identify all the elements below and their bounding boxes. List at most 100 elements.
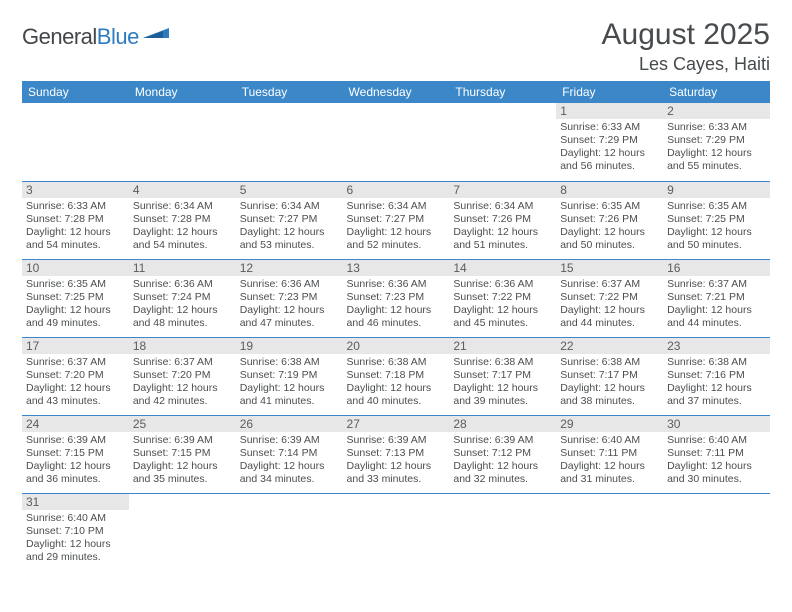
day-cell: 9 Sunrise: 6:35 AMSunset: 7:25 PMDaylight… bbox=[663, 181, 770, 259]
dow-friday: Friday bbox=[556, 81, 663, 103]
calendar-row: 31Sunrise: 6:40 AMSunset: 7:10 PMDayligh… bbox=[22, 493, 770, 571]
day-info: Sunrise: 6:37 AMSunset: 7:21 PMDaylight:… bbox=[667, 278, 766, 331]
day-cell: 30Sunrise: 6:40 AMSunset: 7:11 PMDayligh… bbox=[663, 415, 770, 493]
logo-part2: Blue bbox=[97, 24, 139, 49]
day-number: 4 bbox=[129, 182, 236, 198]
calendar-row: 17 Sunrise: 6:37 AMSunset: 7:20 PMDayligh… bbox=[22, 337, 770, 415]
day-info: Sunrise: 6:38 AMSunset: 7:17 PMDaylight:… bbox=[560, 356, 659, 409]
day-cell: 25 Sunrise: 6:39 AMSunset: 7:15 PMDayligh… bbox=[129, 415, 236, 493]
day-info: Sunrise: 6:38 AMSunset: 7:17 PMDaylight:… bbox=[453, 356, 552, 409]
day-cell: 22 Sunrise: 6:38 AMSunset: 7:17 PMDayligh… bbox=[556, 337, 663, 415]
day-cell: 20 Sunrise: 6:38 AMSunset: 7:18 PMDayligh… bbox=[343, 337, 450, 415]
day-cell: 21 Sunrise: 6:38 AMSunset: 7:17 PMDayligh… bbox=[449, 337, 556, 415]
empty-cell bbox=[663, 493, 770, 571]
day-number: 24 bbox=[22, 416, 129, 432]
day-cell: 3Sunrise: 6:33 AMSunset: 7:28 PMDaylight… bbox=[22, 181, 129, 259]
day-cell: 17 Sunrise: 6:37 AMSunset: 7:20 PMDayligh… bbox=[22, 337, 129, 415]
day-cell: 26Sunrise: 6:39 AMSunset: 7:14 PMDayligh… bbox=[236, 415, 343, 493]
day-number: 31 bbox=[22, 494, 129, 510]
day-info: Sunrise: 6:38 AMSunset: 7:16 PMDaylight:… bbox=[667, 356, 766, 409]
day-info: Sunrise: 6:37 AMSunset: 7:22 PMDaylight:… bbox=[560, 278, 659, 331]
day-info: Sunrise: 6:34 AMSunset: 7:27 PMDaylight:… bbox=[347, 200, 446, 253]
title-block: August 2025 Les Cayes, Haiti bbox=[602, 18, 770, 75]
day-info: Sunrise: 6:36 AMSunset: 7:23 PMDaylight:… bbox=[240, 278, 339, 331]
empty-cell bbox=[343, 103, 450, 181]
day-number: 8 bbox=[556, 182, 663, 198]
day-number: 16 bbox=[663, 260, 770, 276]
calendar-row: 3Sunrise: 6:33 AMSunset: 7:28 PMDaylight… bbox=[22, 181, 770, 259]
day-info: Sunrise: 6:33 AMSunset: 7:29 PMDaylight:… bbox=[560, 121, 659, 174]
day-number: 11 bbox=[129, 260, 236, 276]
dow-sunday: Sunday bbox=[22, 81, 129, 103]
day-number: 21 bbox=[449, 338, 556, 354]
day-number: 25 bbox=[129, 416, 236, 432]
day-info: Sunrise: 6:34 AMSunset: 7:26 PMDaylight:… bbox=[453, 200, 552, 253]
day-cell: 23 Sunrise: 6:38 AMSunset: 7:16 PMDayligh… bbox=[663, 337, 770, 415]
day-info: Sunrise: 6:38 AMSunset: 7:18 PMDaylight:… bbox=[347, 356, 446, 409]
day-info: Sunrise: 6:35 AMSunset: 7:26 PMDaylight:… bbox=[560, 200, 659, 253]
day-number: 3 bbox=[22, 182, 129, 198]
day-info: Sunrise: 6:33 AMSunset: 7:29 PMDaylight:… bbox=[667, 121, 766, 174]
empty-cell bbox=[343, 493, 450, 571]
day-info: Sunrise: 6:40 AMSunset: 7:11 PMDaylight:… bbox=[560, 434, 659, 487]
calendar-row: 10 Sunrise: 6:35 AMSunset: 7:25 PMDayligh… bbox=[22, 259, 770, 337]
dow-thursday: Thursday bbox=[449, 81, 556, 103]
day-number: 1 bbox=[556, 103, 663, 119]
day-number: 9 bbox=[663, 182, 770, 198]
day-info: Sunrise: 6:36 AMSunset: 7:23 PMDaylight:… bbox=[347, 278, 446, 331]
day-cell: 6Sunrise: 6:34 AMSunset: 7:27 PMDaylight… bbox=[343, 181, 450, 259]
day-number: 29 bbox=[556, 416, 663, 432]
empty-cell bbox=[129, 103, 236, 181]
day-info: Sunrise: 6:35 AMSunset: 7:25 PMDaylight:… bbox=[26, 278, 125, 331]
day-cell: 11Sunrise: 6:36 AMSunset: 7:24 PMDayligh… bbox=[129, 259, 236, 337]
day-info: Sunrise: 6:39 AMSunset: 7:13 PMDaylight:… bbox=[347, 434, 446, 487]
calendar-row: 1Sunrise: 6:33 AMSunset: 7:29 PMDaylight… bbox=[22, 103, 770, 181]
empty-cell bbox=[236, 493, 343, 571]
day-cell: 1 Sunrise: 6:33 AMSunset: 7:29 PMDaylight… bbox=[556, 103, 663, 181]
day-number: 7 bbox=[449, 182, 556, 198]
day-number: 23 bbox=[663, 338, 770, 354]
empty-cell bbox=[129, 493, 236, 571]
empty-cell bbox=[449, 103, 556, 181]
day-number: 14 bbox=[449, 260, 556, 276]
day-cell: 12 Sunrise: 6:36 AMSunset: 7:23 PMDayligh… bbox=[236, 259, 343, 337]
day-number: 2 bbox=[663, 103, 770, 119]
flag-icon bbox=[143, 22, 169, 43]
logo-part1: General bbox=[22, 24, 97, 49]
day-cell: 24Sunrise: 6:39 AMSunset: 7:15 PMDayligh… bbox=[22, 415, 129, 493]
day-info: Sunrise: 6:35 AMSunset: 7:25 PMDaylight:… bbox=[667, 200, 766, 253]
day-cell: 16 Sunrise: 6:37 AMSunset: 7:21 PMDayligh… bbox=[663, 259, 770, 337]
day-number: 17 bbox=[22, 338, 129, 354]
day-cell: 18Sunrise: 6:37 AMSunset: 7:20 PMDayligh… bbox=[129, 337, 236, 415]
day-cell: 2 Sunrise: 6:33 AMSunset: 7:29 PMDaylight… bbox=[663, 103, 770, 181]
empty-cell bbox=[22, 103, 129, 181]
day-cell: 29 Sunrise: 6:40 AMSunset: 7:11 PMDayligh… bbox=[556, 415, 663, 493]
dow-tuesday: Tuesday bbox=[236, 81, 343, 103]
day-number: 10 bbox=[22, 260, 129, 276]
day-info: Sunrise: 6:34 AMSunset: 7:28 PMDaylight:… bbox=[133, 200, 232, 253]
calendar: SundayMondayTuesdayWednesdayThursdayFrid… bbox=[22, 81, 770, 571]
day-number: 12 bbox=[236, 260, 343, 276]
logo: GeneralBlue bbox=[22, 24, 169, 50]
day-number: 5 bbox=[236, 182, 343, 198]
day-info: Sunrise: 6:39 AMSunset: 7:12 PMDaylight:… bbox=[453, 434, 552, 487]
day-info: Sunrise: 6:39 AMSunset: 7:15 PMDaylight:… bbox=[133, 434, 232, 487]
dow-wednesday: Wednesday bbox=[343, 81, 450, 103]
day-info: Sunrise: 6:40 AMSunset: 7:11 PMDaylight:… bbox=[667, 434, 766, 487]
day-cell: 10 Sunrise: 6:35 AMSunset: 7:25 PMDayligh… bbox=[22, 259, 129, 337]
empty-cell bbox=[449, 493, 556, 571]
day-info: Sunrise: 6:37 AMSunset: 7:20 PMDaylight:… bbox=[26, 356, 125, 409]
day-cell: 31Sunrise: 6:40 AMSunset: 7:10 PMDayligh… bbox=[22, 493, 129, 571]
day-info: Sunrise: 6:34 AMSunset: 7:27 PMDaylight:… bbox=[240, 200, 339, 253]
calendar-body: 1Sunrise: 6:33 AMSunset: 7:29 PMDaylight… bbox=[22, 103, 770, 571]
day-number: 19 bbox=[236, 338, 343, 354]
day-number: 20 bbox=[343, 338, 450, 354]
month-title: August 2025 bbox=[602, 18, 770, 52]
day-info: Sunrise: 6:38 AMSunset: 7:19 PMDaylight:… bbox=[240, 356, 339, 409]
day-cell: 5 Sunrise: 6:34 AMSunset: 7:27 PMDaylight… bbox=[236, 181, 343, 259]
empty-cell bbox=[556, 493, 663, 571]
day-cell: 14Sunrise: 6:36 AMSunset: 7:22 PMDayligh… bbox=[449, 259, 556, 337]
day-cell: 28Sunrise: 6:39 AMSunset: 7:12 PMDayligh… bbox=[449, 415, 556, 493]
day-number: 22 bbox=[556, 338, 663, 354]
header: GeneralBlue August 2025 Les Cayes, Haiti bbox=[22, 18, 770, 75]
